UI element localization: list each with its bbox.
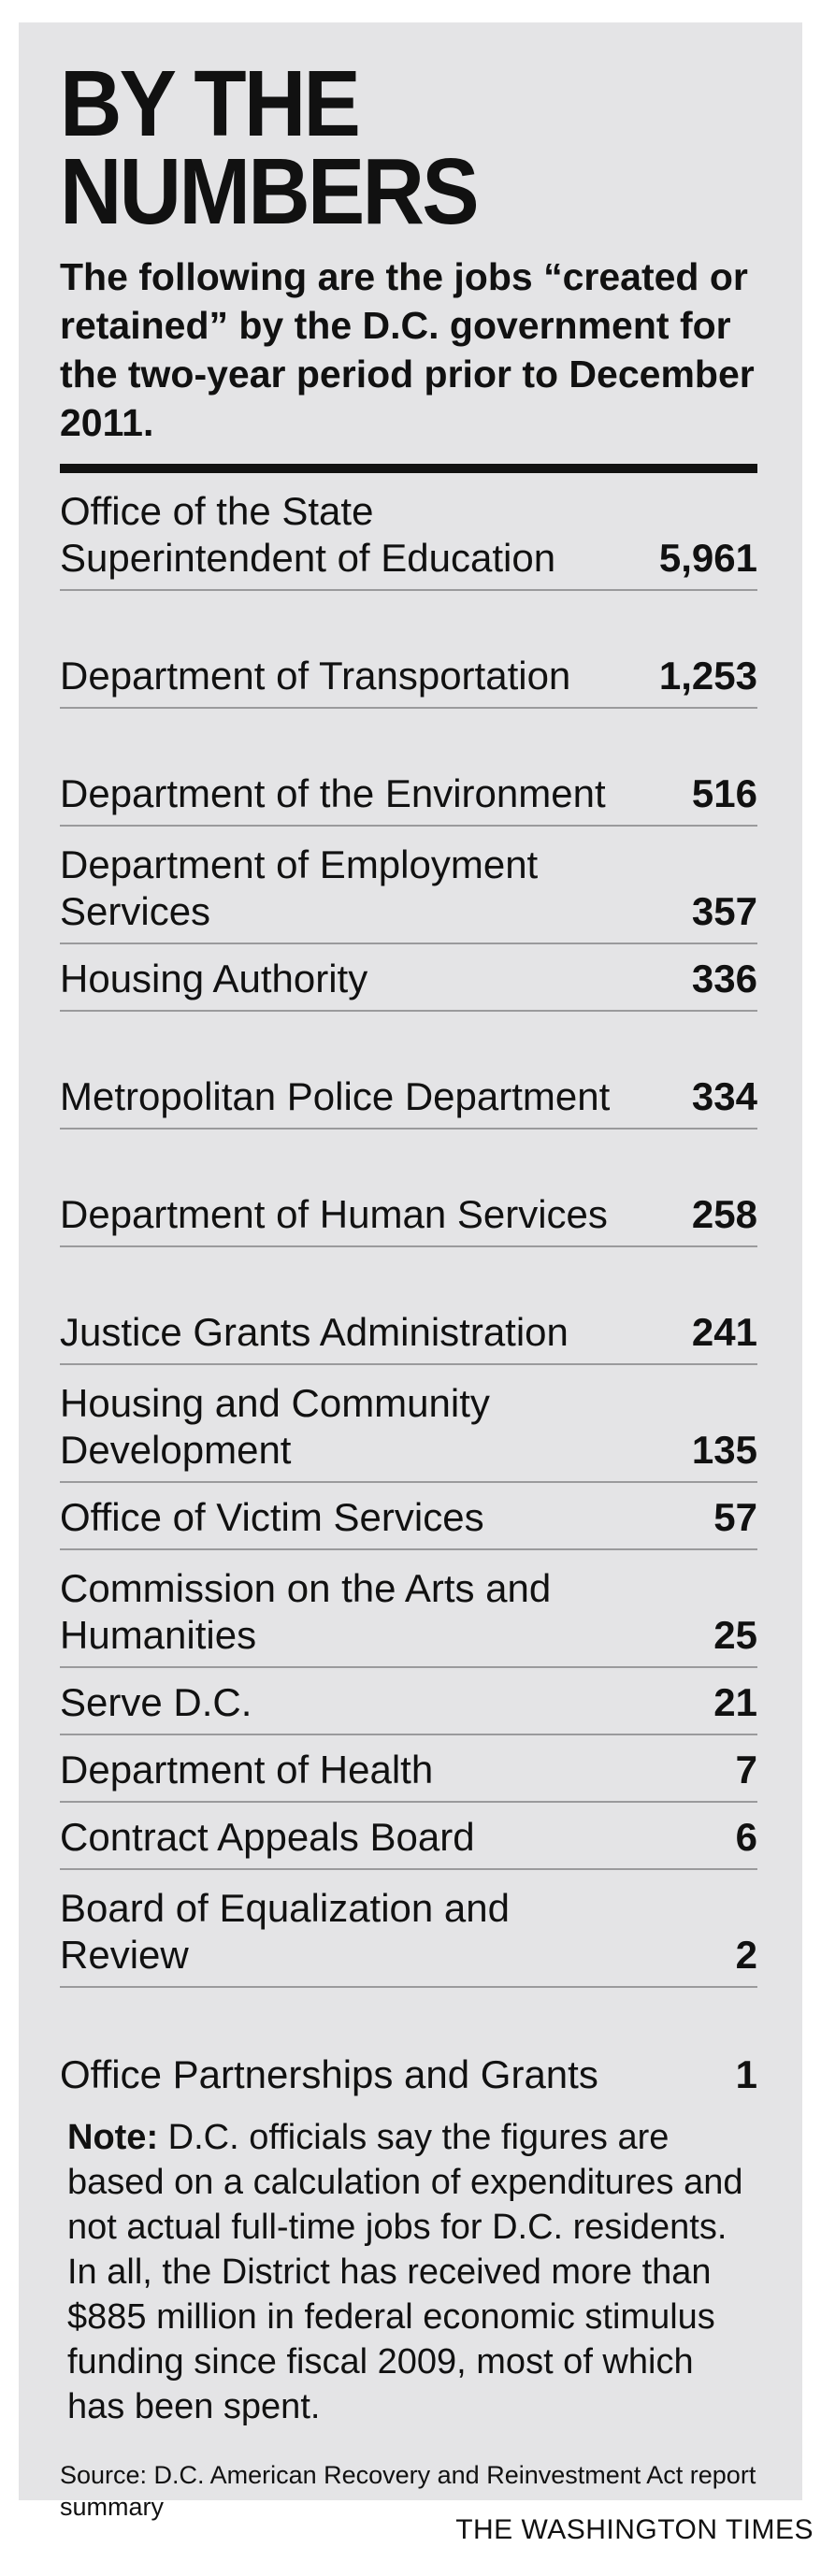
table-row: Office Partnerships and Grants 1 bbox=[60, 1988, 757, 2106]
jobs-value: 7 bbox=[735, 1748, 757, 1792]
jobs-value: 1 bbox=[735, 2052, 757, 2096]
jobs-value: 516 bbox=[691, 771, 757, 815]
jobs-value: 5,961 bbox=[658, 536, 757, 580]
agency-label: Office of Victim Services bbox=[60, 1495, 484, 1539]
agency-label: Housing and Community Development bbox=[60, 1381, 490, 1472]
agency-label: Justice Grants Administration bbox=[60, 1310, 569, 1354]
header-rule bbox=[60, 464, 757, 473]
jobs-value: 25 bbox=[713, 1613, 757, 1657]
agency-label: Department of the Environment bbox=[60, 771, 606, 815]
infographic-content: BY THE NUMBERS The following are the jobs… bbox=[60, 57, 757, 2523]
table-row: Department of Human Services 258 bbox=[60, 1130, 757, 1247]
jobs-table: Office of the State Superintendent of Ed… bbox=[60, 473, 757, 2106]
table-row: Housing and Community Development 135 bbox=[60, 1365, 757, 1483]
infographic-subtitle: The following are the jobs “created or r… bbox=[60, 255, 755, 444]
jobs-value: 258 bbox=[691, 1192, 757, 1236]
agency-label: Serve D.C. bbox=[60, 1680, 252, 1724]
agency-label: Metropolitan Police Department bbox=[60, 1074, 611, 1118]
jobs-value: 2 bbox=[735, 1933, 757, 1977]
agency-label: Housing Authority bbox=[60, 957, 368, 1000]
table-row: Metropolitan Police Department 334 bbox=[60, 1012, 757, 1130]
agency-label: Department of Health bbox=[60, 1748, 434, 1792]
table-row: Department of the Environment 516 bbox=[60, 709, 757, 827]
agency-label: Department of Employment Services bbox=[60, 842, 539, 933]
agency-label: Office of the State Superintendent of Ed… bbox=[60, 489, 556, 580]
jobs-value: 357 bbox=[691, 889, 757, 933]
table-row: Office of Victim Services 57 bbox=[60, 1483, 757, 1550]
jobs-value: 6 bbox=[735, 1815, 757, 1859]
source-line: Source: D.C. American Recovery and Reinv… bbox=[60, 2461, 756, 2521]
jobs-value: 241 bbox=[691, 1310, 757, 1354]
jobs-value: 1,253 bbox=[658, 654, 757, 698]
table-row: Justice Grants Administration 241 bbox=[60, 1247, 757, 1365]
infographic-panel: BY THE NUMBERS The following are the jobs… bbox=[19, 22, 802, 2521]
agency-label: Office Partnerships and Grants bbox=[60, 2052, 598, 2096]
table-row: Serve D.C. 21 bbox=[60, 1668, 757, 1735]
title-line-1: BY THE bbox=[60, 51, 361, 156]
jobs-value: 336 bbox=[691, 957, 757, 1000]
jobs-value: 135 bbox=[691, 1428, 757, 1472]
jobs-value: 334 bbox=[691, 1074, 757, 1118]
agency-label: Contract Appeals Board bbox=[60, 1815, 475, 1859]
table-row: Commission on the Arts and Humanities 25 bbox=[60, 1550, 757, 1668]
jobs-value: 57 bbox=[713, 1495, 757, 1539]
jobs-value: 21 bbox=[713, 1680, 757, 1724]
agency-label: Department of Transportation bbox=[60, 654, 571, 698]
agency-label: Department of Human Services bbox=[60, 1192, 608, 1236]
agency-label: Board of Equalization and Review bbox=[60, 1886, 511, 1977]
note-text: D.C. officials say the figures are based… bbox=[67, 2118, 743, 2426]
table-row: Department of Transportation 1,253 bbox=[60, 591, 757, 709]
table-row: Department of Health 7 bbox=[60, 1735, 757, 1803]
table-row: Contract Appeals Board 6 bbox=[60, 1803, 757, 1870]
table-row: Department of Employment Services 357 bbox=[60, 827, 757, 944]
table-row: Housing Authority 336 bbox=[60, 944, 757, 1012]
agency-label: Commission on the Arts and Humanities bbox=[60, 1566, 552, 1657]
note-paragraph: Note: D.C. officials say the figures are… bbox=[60, 2115, 757, 2429]
table-row: Office of the State Superintendent of Ed… bbox=[60, 473, 757, 591]
publisher-credit: THE WASHINGTON TIMES bbox=[455, 2514, 814, 2545]
note-lead: Note: bbox=[67, 2118, 159, 2157]
infographic-title: BY THE NUMBERS bbox=[60, 57, 701, 238]
table-row: Board of Equalization and Review 2 bbox=[60, 1870, 757, 1988]
title-line-2: NUMBERS bbox=[60, 139, 480, 244]
